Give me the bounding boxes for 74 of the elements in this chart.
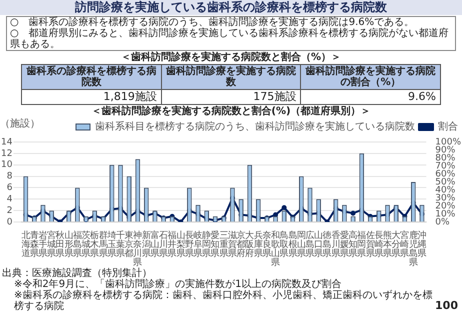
x-tick-label: 新潟県 — [142, 230, 151, 260]
x-tick-label: 山口県 — [314, 230, 324, 260]
x-tick-label: 熊本県 — [383, 230, 392, 260]
x-tick-label: 埼玉県 — [106, 230, 116, 260]
x-tick-label: 茨城県 — [80, 230, 91, 260]
y-tick-label: 8 — [6, 172, 13, 182]
x-tick-label: 三重県 — [219, 231, 228, 260]
y-tick-label: 12 — [1, 149, 12, 160]
x-tick-label: 奈良県 — [262, 230, 272, 260]
text: ※歯科系の診療科を標榜する病院：歯科、歯科口腔外科、小児歯科、矯正歯科のいずれかを標榜する病院 — [13, 290, 434, 312]
text: ＜歯科訪問診療を実施する病院数と割合（%）＞ — [120, 52, 342, 64]
x-tick-label: 栃木県 — [90, 230, 100, 260]
x-tick-label: 和歌山県 — [271, 230, 280, 268]
x-tick-label: 福島県 — [72, 230, 82, 260]
x-tick-label: 岐阜県 — [194, 230, 203, 260]
x-tick-label: 神奈川県 — [133, 230, 142, 268]
x-tick-label: 滋賀県 — [228, 230, 237, 260]
x-tick-label: 京都府 — [236, 230, 246, 260]
x-tick-label: 岡山県 — [296, 231, 306, 260]
x-tick-label: 北海道 — [21, 230, 30, 260]
x-tick-label: 山梨県 — [176, 230, 186, 260]
text: 9.6% — [408, 90, 436, 104]
x-tick-label: 広島県 — [305, 230, 314, 260]
text: 175施設 — [253, 90, 296, 104]
x-tick-label: 東京都 — [124, 230, 134, 260]
x-tick-label: 富山県 — [150, 230, 160, 260]
chart-title: ＜歯科訪問診療を実施する病院数と割合(%)（都道府県別）＞ — [90, 106, 372, 118]
text: 訪問診療を実施している歯科系の診療科を標榜する病院数 — [0, 0, 462, 16]
x-tick-label: 大分県 — [392, 230, 401, 260]
x-tick-label: 高知県 — [348, 230, 358, 260]
y-tick-label: 10 — [1, 160, 13, 170]
category-label: 歯科系の診療科を標榜する病院数 — [22, 64, 162, 90]
x-tick-label: 香川県 — [331, 230, 340, 260]
x-tick-label: 秋田県 — [56, 230, 65, 260]
x-tick-label: 鹿児島県 — [408, 230, 418, 268]
x-tick-label: 石川県 — [159, 231, 168, 260]
y-tick-label: 4 — [6, 194, 13, 205]
y-tick-label: 0 — [6, 218, 13, 228]
x-tick-label: 島根県 — [288, 230, 298, 260]
x-tick-label: 長崎県 — [374, 230, 384, 260]
x-tick-label: 佐賀県 — [366, 230, 375, 260]
x-tick-label: 山形県 — [64, 230, 74, 260]
x-tick-label: 長野県 — [184, 230, 194, 260]
x-tick-label: 群馬県 — [98, 230, 108, 260]
category-label: 歯科訪問診療を実施する病院数 — [161, 64, 301, 90]
x-tick-label: 鳥取県 — [278, 230, 289, 260]
x-tick-label: 福岡県 — [357, 230, 366, 260]
x-tick-label: 大阪府 — [245, 230, 254, 260]
y-tick-label: 2 — [6, 206, 12, 216]
x-tick-label: 愛媛県 — [340, 230, 349, 260]
y-axis-title: （施設） — [0, 118, 40, 130]
y2-tick-label: 0% — [435, 218, 450, 228]
x-tick-label: 青森県 — [30, 230, 39, 260]
legend-label: 歯科系科目を標榜する病院のうち、歯科訪問診療を実施している病院数 — [95, 120, 415, 133]
x-tick-label: 千葉県 — [116, 230, 126, 260]
x-tick-label: 宮崎県 — [400, 230, 410, 260]
category-label: 歯科訪問診療を実施する病院の割合（%） — [300, 64, 440, 90]
text: ○ 歯科系の診療科を標榜する病院のうち、歯科訪問診療を実施する病院は9.6%である。 — [10, 17, 416, 28]
text: 100 — [435, 299, 458, 312]
x-tick-label: 静岡県 — [202, 230, 212, 260]
x-tick-label: 徳島県 — [322, 230, 332, 260]
y-tick-label: 14 — [1, 138, 13, 148]
text: ※令和2年9月に、「歯科訪問診療」の実施件数が1以上の病院数及び割合 — [13, 279, 342, 290]
x-tick-label: 岩手県 — [38, 230, 48, 260]
y-tick-label: 6 — [6, 183, 13, 194]
source-note: 出典：医療施設調査（特別集計） — [2, 268, 152, 280]
x-tick-label: 兵庫県 — [254, 230, 263, 260]
legend-label: 割合 — [438, 120, 458, 133]
x-tick-label: 宮城県 — [46, 230, 56, 260]
x-tick-label: 福井県 — [168, 230, 177, 260]
text: ○ 都道府県別にみると、歯科訪問診療を実施している歯科系診療科を標榜する病院がない都道府県もある。 — [10, 28, 450, 50]
x-tick-label: 沖縄県 — [416, 230, 426, 260]
x-tick-label: 愛知県 — [210, 230, 220, 260]
text: 1,819施設 — [103, 90, 157, 104]
